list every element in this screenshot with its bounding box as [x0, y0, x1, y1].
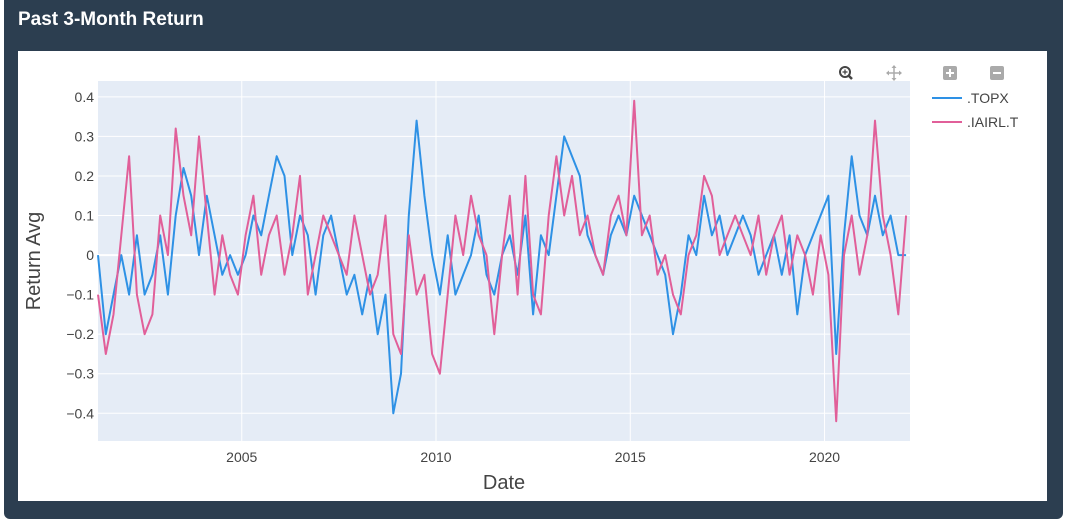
zoom-icon[interactable] — [839, 66, 853, 80]
legend-entry[interactable]: .IAIRL.T — [967, 114, 1019, 130]
legend-entry[interactable]: .TOPX — [967, 90, 1009, 106]
zoom-in-icon[interactable] — [943, 66, 957, 80]
x-tick-label: 2005 — [226, 449, 257, 465]
pan-icon[interactable] — [886, 65, 902, 81]
x-axis-title: Date — [483, 472, 525, 494]
x-tick-label: 2010 — [420, 449, 451, 465]
y-tick-label: −0.4 — [66, 405, 94, 421]
series-line-iairl-t[interactable] — [97, 99, 908, 423]
y-tick-label: −0.3 — [66, 366, 94, 382]
y-tick-label: −0.2 — [66, 326, 94, 342]
y-tick-label: 0.4 — [75, 89, 95, 105]
series-lines — [97, 99, 908, 423]
y-tick-label: 0.3 — [75, 128, 95, 144]
y-tick-labels: −0.4 −0.3 −0.2 −0.1 0 0.1 0.2 0.3 0.4 — [66, 89, 94, 421]
y-tick-label: 0.1 — [75, 208, 95, 224]
y-tick-label: 0 — [86, 247, 94, 263]
modebar — [839, 65, 1004, 81]
chart-card: −0.4 −0.3 −0.2 −0.1 0 0.1 0.2 0.3 0.4 2005 2010 20… — [18, 51, 1047, 501]
gridlines — [98, 81, 910, 441]
y-axis-title: Return Avg — [23, 212, 45, 311]
y-tick-label: −0.1 — [66, 287, 94, 303]
y-tick-label: 0.2 — [75, 168, 95, 184]
zoom-out-icon[interactable] — [990, 66, 1004, 80]
panel-title: Past 3-Month Return — [18, 9, 204, 30]
legend: .TOPX .IAIRL.T — [932, 90, 1019, 130]
x-tick-labels: 2005 2010 2015 2020 — [226, 449, 840, 465]
x-tick-label: 2020 — [809, 449, 840, 465]
x-tick-label: 2015 — [615, 449, 646, 465]
chart-panel: Past 3-Month Return — [4, 0, 1063, 519]
chart-svg[interactable]: −0.4−0.3−0.2−0.100.10.20.30.4 2005 2010 20… — [18, 51, 1047, 501]
